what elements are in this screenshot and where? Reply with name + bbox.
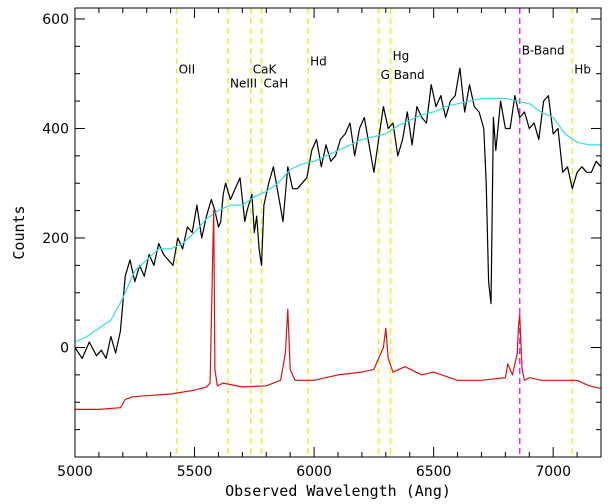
- y-axis-label: Counts: [10, 205, 28, 259]
- marker-label-0: OII: [179, 63, 196, 77]
- marker-label-5: G Band: [381, 68, 425, 82]
- y-tick-label: 400: [42, 121, 69, 137]
- data-series: [74, 67, 602, 410]
- series-line-0: [74, 67, 602, 359]
- x-tick-label: 7000: [535, 464, 571, 480]
- axis-ticks: 5000 5500 6000 6500 7000 0 200 400 600: [42, 8, 602, 480]
- y-tick-label: 200: [42, 231, 69, 247]
- marker-label-3: CaH: [263, 76, 288, 90]
- x-tick-label: 5000: [57, 464, 93, 480]
- marker-label-2: CaK: [253, 63, 278, 77]
- x-tick-label: 5500: [177, 464, 213, 480]
- y-tick-label: 0: [60, 340, 69, 356]
- marker-label-1: NeIII: [230, 76, 257, 90]
- series-line-1: [74, 97, 601, 343]
- plot-frame: [74, 7, 602, 458]
- marker-label-8: Hb: [574, 63, 591, 77]
- marker-label-4: Hd: [310, 54, 327, 68]
- marker-label-6: Hg: [393, 49, 410, 63]
- line-markers: [175, 8, 574, 457]
- x-axis-label: Observed Wavelength (Ang): [225, 482, 451, 500]
- marker-label-7: B-Band: [522, 44, 565, 58]
- y-tick-label: 600: [42, 12, 69, 28]
- x-tick-label: 6500: [416, 464, 452, 480]
- series-line-2: [75, 210, 602, 410]
- x-tick-label: 6000: [296, 464, 332, 480]
